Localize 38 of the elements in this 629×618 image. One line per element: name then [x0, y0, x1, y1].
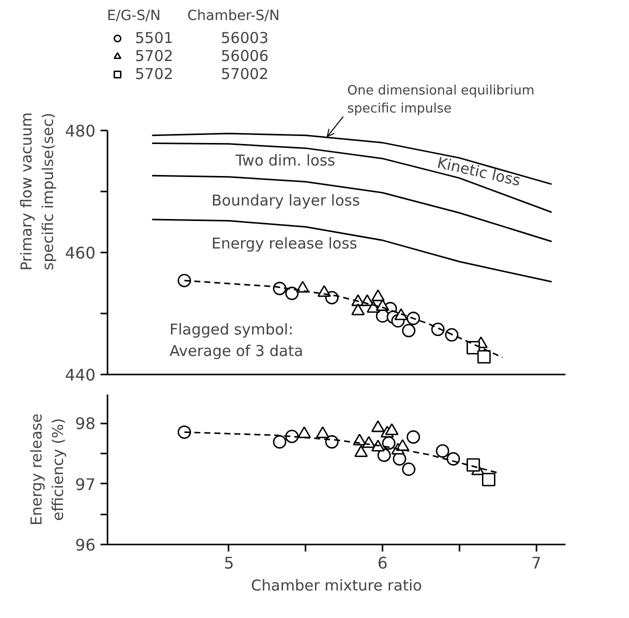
y-tick-label: 98	[75, 414, 96, 434]
annotation: Energy release loss	[212, 234, 358, 252]
annotation: Two dim. loss	[234, 152, 336, 170]
x-tick-label: 6	[378, 554, 388, 572]
line-series	[151, 142, 552, 213]
point	[482, 472, 496, 486]
annotation: Flagged symbol: Average of 3 data	[170, 320, 304, 360]
y-axis-title: Energy release efficiency (%)	[28, 414, 68, 526]
y-tick-label: 440	[64, 366, 96, 384]
point	[371, 420, 385, 432]
annotation: Kinetic loss	[436, 154, 522, 190]
point	[316, 426, 330, 438]
legend-label: 5501 56003	[135, 29, 269, 47]
y-tick-label: 480	[64, 122, 96, 140]
point	[402, 462, 416, 476]
x-axis-title: Chamber mixture ratio	[251, 576, 422, 594]
y-tick-label: 96	[75, 536, 96, 554]
x-tick-label: 5	[224, 554, 234, 572]
x-tick-label: 7	[531, 554, 542, 572]
line-series	[151, 218, 552, 283]
y-axis-title: Primary flow vacuum specific impulse(sec)	[17, 112, 57, 271]
point	[354, 445, 368, 457]
point	[178, 425, 192, 439]
y-tick-label: 460	[64, 244, 96, 262]
point	[385, 423, 399, 436]
annotation: One dimensional equilibrium specific impulse	[347, 84, 534, 117]
y-tick-label: 97	[75, 474, 96, 494]
point	[272, 435, 286, 449]
point	[377, 448, 391, 462]
point	[466, 458, 480, 472]
annotation: Boundary layer loss	[212, 192, 360, 210]
point	[436, 444, 450, 458]
point	[406, 430, 420, 444]
point	[446, 452, 460, 466]
legend-label: 5702 57002	[135, 65, 269, 83]
legend-label: 5702 56006	[135, 47, 269, 65]
legend-title: E/G-S/N Chamber-S/N	[107, 8, 280, 24]
point	[382, 436, 396, 450]
